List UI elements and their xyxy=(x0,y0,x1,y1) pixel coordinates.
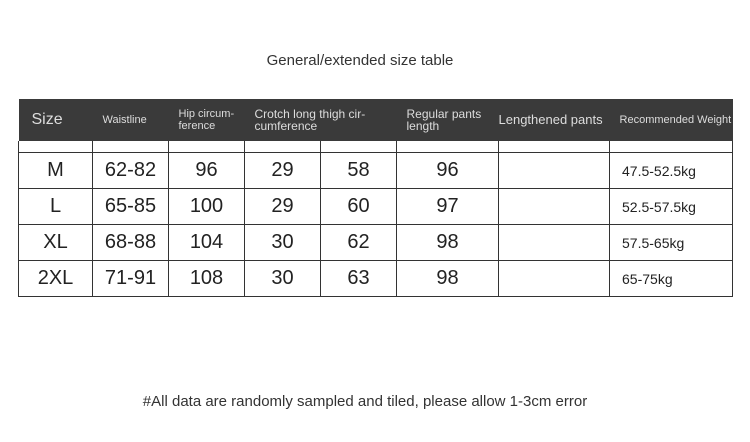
header-lengthened: Lengthened pants xyxy=(498,99,610,141)
cell-lengthened xyxy=(498,260,611,297)
size-table: Size Waistline Hip circum-ference Crotch… xyxy=(18,99,734,297)
spacer-row xyxy=(18,141,734,153)
cell-waist: 71-91 xyxy=(92,260,169,297)
cell-waist: 62-82 xyxy=(92,152,169,189)
page-title: General/extended size table xyxy=(266,52,454,69)
table-row: XL 68-88 104 30 62 98 57.5-65kg xyxy=(18,224,734,261)
cell-lengthened xyxy=(498,224,611,261)
cell-crotch: 29 xyxy=(244,188,321,225)
cell-thigh: 63 xyxy=(319,260,398,297)
footnote: #All data are randomly sampled and tiled… xyxy=(142,393,588,410)
header-hip: Hip circum-ference xyxy=(168,99,245,141)
cell-lengthened xyxy=(498,152,611,189)
cell-weight: 47.5-52.5kg xyxy=(609,152,734,189)
cell-weight: 52.5-57.5kg xyxy=(609,188,734,225)
cell-thigh: 62 xyxy=(319,224,398,261)
cell-regular: 98 xyxy=(396,224,500,261)
cell-regular: 96 xyxy=(396,152,500,189)
header-row: Size Waistline Hip circum-ference Crotch… xyxy=(18,99,733,141)
table-row: L 65-85 100 29 60 97 52.5-57.5kg xyxy=(18,188,734,225)
cell-waist: 65-85 xyxy=(92,188,169,225)
cell-lengthened xyxy=(498,188,611,225)
header-waistline: Waistline xyxy=(92,99,169,141)
header-crotch-thigh: Crotch long thigh cir-cumference xyxy=(244,99,397,141)
cell-regular: 98 xyxy=(396,260,500,297)
cell-crotch: 30 xyxy=(244,260,321,297)
cell-crotch: 29 xyxy=(244,152,321,189)
cell-regular: 97 xyxy=(396,188,500,225)
header-size: Size xyxy=(18,99,93,141)
header-regular-length: Regular pants length xyxy=(396,99,499,141)
cell-waist: 68-88 xyxy=(92,224,169,261)
cell-hip: 100 xyxy=(168,188,245,225)
cell-hip: 104 xyxy=(168,224,245,261)
cell-weight: 65-75kg xyxy=(609,260,734,297)
cell-weight: 57.5-65kg xyxy=(609,224,734,261)
cell-hip: 96 xyxy=(168,152,245,189)
cell-size: XL xyxy=(18,224,93,261)
cell-size: 2XL xyxy=(18,260,93,297)
table-row: M 62-82 96 29 58 96 47.5-52.5kg xyxy=(18,152,734,189)
header-weight: Recommended Weight xyxy=(609,99,733,141)
cell-thigh: 58 xyxy=(319,152,398,189)
table-row: 2XL 71-91 108 30 63 98 65-75kg xyxy=(18,260,734,297)
cell-size: M xyxy=(18,152,93,189)
cell-size: L xyxy=(18,188,93,225)
cell-hip: 108 xyxy=(168,260,245,297)
cell-crotch: 30 xyxy=(244,224,321,261)
cell-thigh: 60 xyxy=(319,188,398,225)
